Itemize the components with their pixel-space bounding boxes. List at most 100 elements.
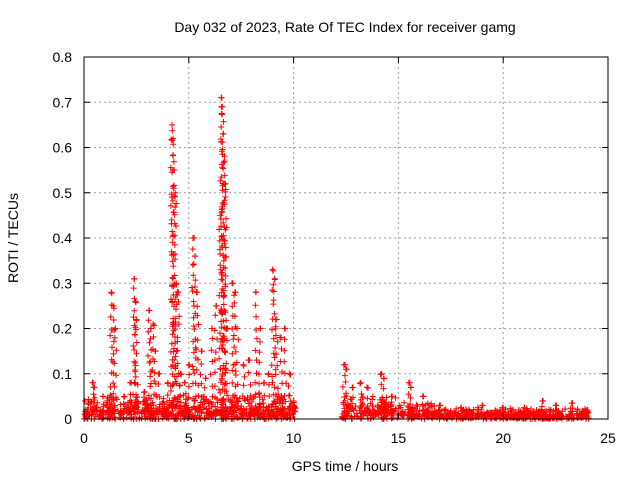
data-point <box>378 370 385 377</box>
data-point <box>577 411 584 418</box>
data-point <box>552 402 559 409</box>
data-point <box>151 322 158 329</box>
data-point <box>174 347 181 354</box>
data-point <box>200 406 207 413</box>
data-point <box>266 404 273 411</box>
data-point <box>280 396 287 403</box>
data-point <box>159 400 166 407</box>
data-point <box>232 372 239 379</box>
data-point <box>229 379 236 386</box>
data-point <box>214 399 221 406</box>
data-point <box>253 313 260 320</box>
data-point <box>223 325 230 332</box>
data-point <box>148 325 155 332</box>
data-point <box>121 407 128 414</box>
data-point <box>197 371 204 378</box>
data-point <box>527 406 534 413</box>
data-point <box>122 401 129 408</box>
data-point <box>221 381 228 388</box>
data-point <box>211 383 218 390</box>
data-point <box>274 385 281 392</box>
data-point <box>340 361 347 368</box>
data-point <box>405 404 412 411</box>
data-point <box>110 316 117 323</box>
data-point <box>97 411 104 418</box>
data-point <box>547 409 554 416</box>
data-point <box>400 412 407 419</box>
data-point <box>569 400 576 407</box>
data-point <box>171 182 178 189</box>
data-point <box>343 366 349 373</box>
data-point <box>256 380 263 387</box>
data-point <box>111 383 118 390</box>
data-point <box>219 111 226 118</box>
x-tick-label: 15 <box>391 430 407 446</box>
data-point <box>399 412 406 419</box>
data-point <box>229 367 236 374</box>
data-point <box>108 411 115 418</box>
data-point <box>287 404 294 411</box>
data-point <box>113 347 120 354</box>
data-point <box>428 400 435 407</box>
data-point <box>103 402 110 409</box>
data-point <box>203 405 210 412</box>
data-point <box>235 336 242 343</box>
data-point <box>207 371 214 378</box>
x-tick-label: 5 <box>185 430 193 446</box>
data-point <box>364 412 371 419</box>
data-point <box>231 344 238 351</box>
data-point <box>152 405 159 412</box>
data-point <box>113 372 120 379</box>
data-point <box>173 348 180 355</box>
data-point <box>172 256 179 263</box>
data-point <box>220 118 227 125</box>
data-point <box>153 392 160 399</box>
data-point <box>389 393 396 400</box>
data-point <box>539 409 546 416</box>
data-point <box>171 220 178 227</box>
data-point <box>145 317 152 324</box>
data-point <box>397 404 404 411</box>
data-point <box>170 263 177 270</box>
data-point <box>194 312 201 319</box>
data-point <box>343 411 350 418</box>
data-point <box>220 257 227 264</box>
data-point <box>131 358 138 365</box>
data-point <box>358 403 365 410</box>
data-point <box>185 383 192 390</box>
data-point <box>281 336 288 343</box>
data-point <box>117 414 124 421</box>
data-point <box>223 215 230 222</box>
data-point <box>349 405 356 412</box>
data-point <box>135 399 142 406</box>
data-point <box>270 335 277 342</box>
data-point <box>145 352 152 359</box>
data-point <box>359 394 366 401</box>
data-point <box>173 373 180 380</box>
data-point <box>172 315 179 322</box>
data-point <box>255 371 262 378</box>
data-point <box>222 349 229 356</box>
data-point <box>198 348 205 355</box>
data-point <box>222 272 229 279</box>
data-point <box>413 407 420 414</box>
data-point <box>218 305 225 312</box>
data-point <box>181 379 188 386</box>
data-point <box>350 394 357 401</box>
data-point <box>133 404 140 411</box>
data-point <box>269 373 276 380</box>
data-point <box>132 326 139 333</box>
data-point <box>274 393 281 400</box>
data-point <box>218 375 225 382</box>
y-tick-labels: 0 0.1 0.2 0.3 0.4 0.5 0.6 0.7 0.8 <box>53 49 73 427</box>
data-point <box>272 371 279 378</box>
data-point <box>216 226 223 233</box>
data-point <box>233 409 240 416</box>
data-point <box>178 371 185 378</box>
data-point <box>171 241 178 248</box>
data-point <box>441 407 448 414</box>
data-point <box>233 394 240 401</box>
data-point <box>272 344 279 351</box>
data-point <box>197 403 204 410</box>
data-point <box>218 276 225 283</box>
